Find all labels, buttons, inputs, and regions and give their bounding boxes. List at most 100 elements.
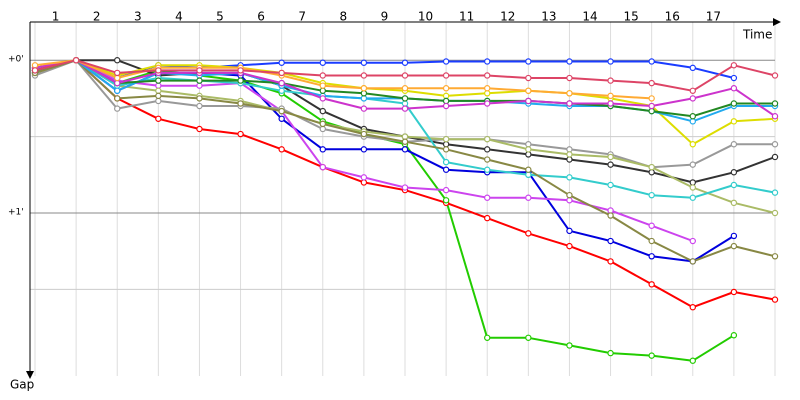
data-point — [648, 222, 655, 229]
data-point — [360, 95, 368, 102]
x-tick-label: 7 — [298, 10, 306, 24]
data-point — [72, 57, 80, 64]
data-point — [525, 334, 532, 341]
data-point — [155, 77, 162, 84]
x-tick-label: 14 — [582, 10, 597, 24]
data-point — [360, 130, 368, 138]
data-point — [648, 191, 655, 199]
data-point — [730, 332, 738, 339]
data-point — [689, 237, 696, 245]
data-point — [648, 253, 655, 260]
data-point — [566, 191, 573, 199]
data-point — [196, 82, 203, 89]
data-point — [442, 186, 450, 194]
data-point — [319, 163, 326, 171]
data-point — [319, 146, 326, 153]
data-point — [196, 67, 203, 74]
data-point — [196, 125, 203, 133]
plot-area — [31, 57, 779, 364]
data-point — [155, 67, 162, 74]
data-point — [237, 100, 244, 107]
data-point — [442, 72, 450, 79]
x-tick-label: 3 — [134, 10, 142, 24]
data-point — [566, 146, 573, 153]
data-point — [566, 156, 573, 163]
data-point — [566, 74, 573, 82]
data-point — [442, 166, 450, 173]
data-point — [525, 194, 532, 201]
x-tick-label: 6 — [257, 10, 265, 24]
data-point — [442, 158, 450, 166]
data-point — [278, 87, 285, 94]
data-point — [771, 100, 779, 107]
data-point — [155, 97, 162, 105]
data-point — [689, 95, 696, 102]
data-point — [360, 59, 368, 66]
data-point — [689, 87, 696, 94]
data-point — [771, 189, 779, 196]
data-point — [155, 115, 162, 122]
data-point — [401, 59, 409, 66]
data-point — [525, 74, 532, 82]
data-point — [401, 95, 409, 102]
data-point — [525, 151, 532, 158]
data-point — [278, 69, 285, 77]
data-point — [401, 184, 409, 191]
x-tick-label: 8 — [340, 10, 348, 24]
data-point — [360, 90, 368, 97]
data-point — [155, 92, 162, 100]
data-point — [155, 82, 162, 89]
data-point — [401, 72, 409, 79]
x-tick-label: 13 — [541, 10, 556, 24]
data-point — [525, 97, 532, 105]
data-point — [360, 146, 368, 153]
data-point — [484, 58, 491, 65]
data-point — [525, 146, 532, 153]
data-point — [771, 253, 779, 260]
data-point — [689, 161, 696, 168]
data-point — [114, 95, 121, 102]
data-point — [319, 59, 326, 66]
data-point — [648, 237, 655, 245]
data-point — [237, 77, 244, 84]
data-point — [648, 281, 655, 288]
data-point — [771, 209, 779, 217]
data-point — [114, 74, 121, 82]
data-point — [648, 107, 655, 115]
data-point — [401, 138, 409, 145]
data-point — [607, 58, 614, 65]
data-point — [730, 141, 738, 148]
data-point — [689, 118, 696, 125]
data-point — [155, 87, 162, 94]
data-point — [442, 197, 450, 204]
data-point — [607, 212, 614, 219]
data-point — [730, 181, 738, 189]
data-point — [771, 153, 779, 161]
data-point — [360, 179, 368, 186]
data-point — [730, 85, 738, 92]
data-point — [196, 102, 203, 110]
data-point — [771, 296, 779, 303]
data-point — [278, 107, 285, 115]
data-point — [730, 199, 738, 207]
data-point — [114, 79, 121, 87]
data-point — [730, 288, 738, 296]
data-point — [607, 349, 614, 357]
data-point — [237, 130, 244, 138]
data-point — [648, 169, 655, 176]
data-point — [566, 151, 573, 158]
data-point — [319, 95, 326, 102]
x-tick-label: 2 — [93, 10, 101, 24]
data-point — [196, 95, 203, 102]
data-point — [566, 342, 573, 349]
data-point — [771, 72, 779, 79]
data-point — [360, 72, 368, 79]
data-point — [648, 163, 655, 171]
data-point — [771, 113, 779, 120]
data-point — [730, 74, 738, 82]
x-tick-label: 1 — [52, 10, 60, 24]
data-point — [566, 174, 573, 181]
x-tick-label: 9 — [381, 10, 389, 24]
data-point — [484, 334, 491, 341]
